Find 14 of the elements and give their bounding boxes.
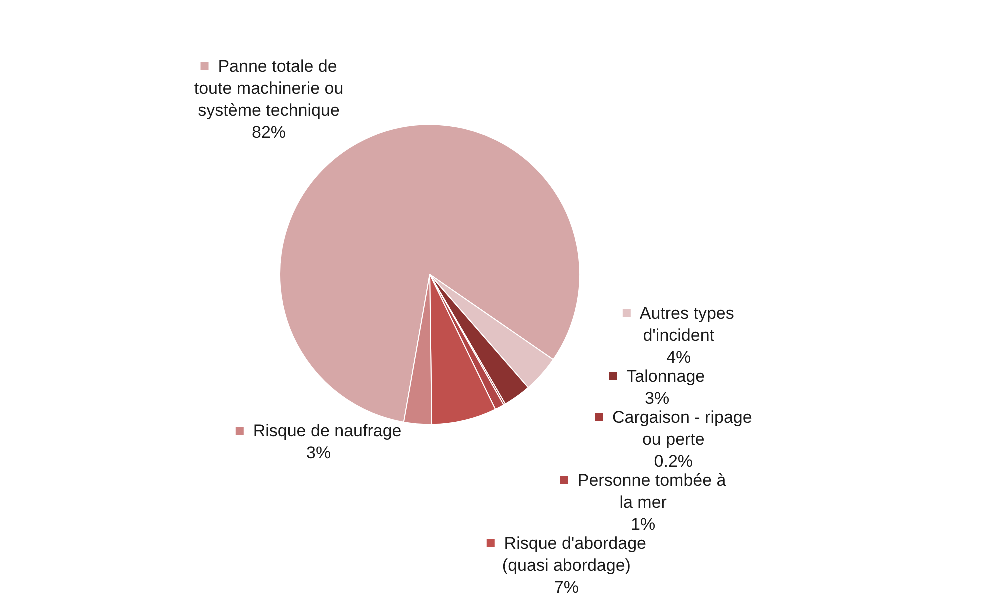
data-label: 4%: [666, 348, 692, 367]
data-label: 82%: [252, 122, 286, 142]
legend-label: Risque d'abordage (quasi abordage): [494, 534, 647, 575]
data-label: 0.2%: [654, 452, 694, 471]
legend-label: Panne totale de toute machinerie ou système technique: [194, 56, 344, 120]
legend-label: Risque de naufrage: [244, 422, 402, 441]
data-label: 3%: [306, 444, 332, 463]
legend-label: Talonnage: [618, 367, 706, 386]
data-label: 7%: [554, 578, 579, 597]
data-label: 1%: [631, 515, 656, 534]
data-label: 3%: [645, 389, 670, 408]
legend-label: Cargaison - ripage ou perte: [603, 408, 752, 449]
legend-label: Personne tombée à la mer: [568, 471, 727, 512]
legend-label: Autres types d'incident: [631, 304, 734, 345]
